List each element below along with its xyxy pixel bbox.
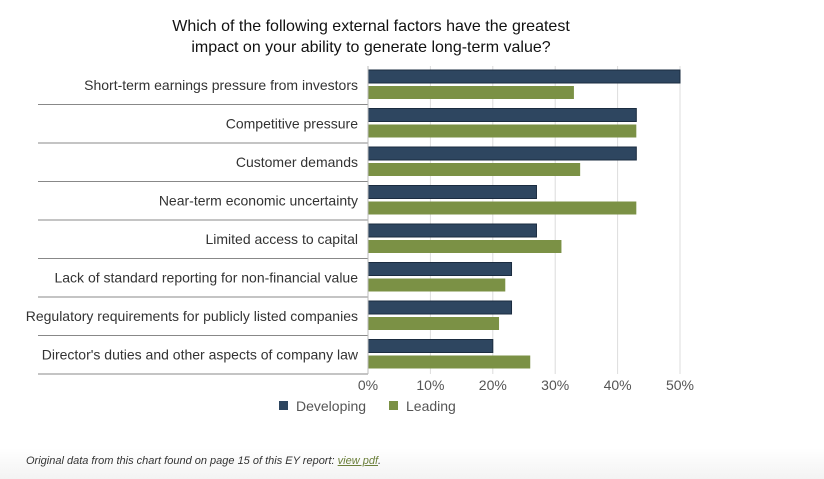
footer-text: Original data from this chart found on p… [26, 455, 338, 467]
category-label: Limited access to capital [205, 231, 358, 247]
category-label: Competitive pressure [226, 116, 358, 132]
category-label: Director's duties and other aspects of c… [42, 347, 359, 363]
x-tick-label: 40% [604, 377, 632, 393]
x-tick-label: 20% [479, 377, 507, 393]
bar-developing [367, 339, 494, 353]
bar-developing [367, 262, 513, 276]
bar-developing [367, 69, 681, 84]
category-label: Short-term earnings pressure from invest… [84, 77, 358, 93]
legend-swatch-leading [389, 401, 398, 410]
category-label: Regulatory requirements for publicly lis… [26, 308, 358, 324]
footer-note: Original data from this chart found on p… [26, 455, 381, 467]
bar-developing [367, 300, 513, 315]
footer-end: . [378, 455, 382, 467]
bar-leading [368, 163, 581, 176]
legend-label-developing: Developing [296, 398, 366, 414]
bar-chart: 0% 10% 20% 30% 40% 50% Short-term earnings pre… [26, 66, 694, 414]
x-tick-label: 30% [541, 377, 569, 393]
category-label: Near-term economic uncertainty [159, 193, 358, 209]
bar-leading [368, 278, 506, 292]
x-tick-label: 10% [416, 377, 444, 393]
bar-leading [368, 86, 574, 99]
legend-label-leading: Leading [406, 398, 456, 414]
footer-background [0, 448, 824, 479]
bar-developing [367, 185, 537, 199]
legend-swatch-developing [279, 401, 288, 410]
chart-title: Which of the following external factors … [0, 16, 742, 58]
bar-developing [367, 108, 637, 122]
bar-developing [367, 146, 637, 161]
bar-leading [368, 240, 562, 253]
view-pdf-link[interactable]: view pdf [337, 455, 379, 467]
title-line-2: impact on your ability to generate long-… [191, 39, 551, 56]
category-label: Lack of standard reporting for non-finan… [54, 270, 358, 286]
bar-leading [368, 201, 637, 215]
bar-leading [368, 355, 531, 369]
x-tick-label: 50% [666, 377, 694, 393]
bar-developing [367, 223, 537, 238]
title-line-1: Which of the following external factors … [172, 18, 570, 35]
bar-leading [368, 124, 637, 138]
bar-leading [368, 317, 500, 330]
x-tick-label: 0% [358, 377, 378, 393]
category-label: Customer demands [236, 154, 358, 170]
